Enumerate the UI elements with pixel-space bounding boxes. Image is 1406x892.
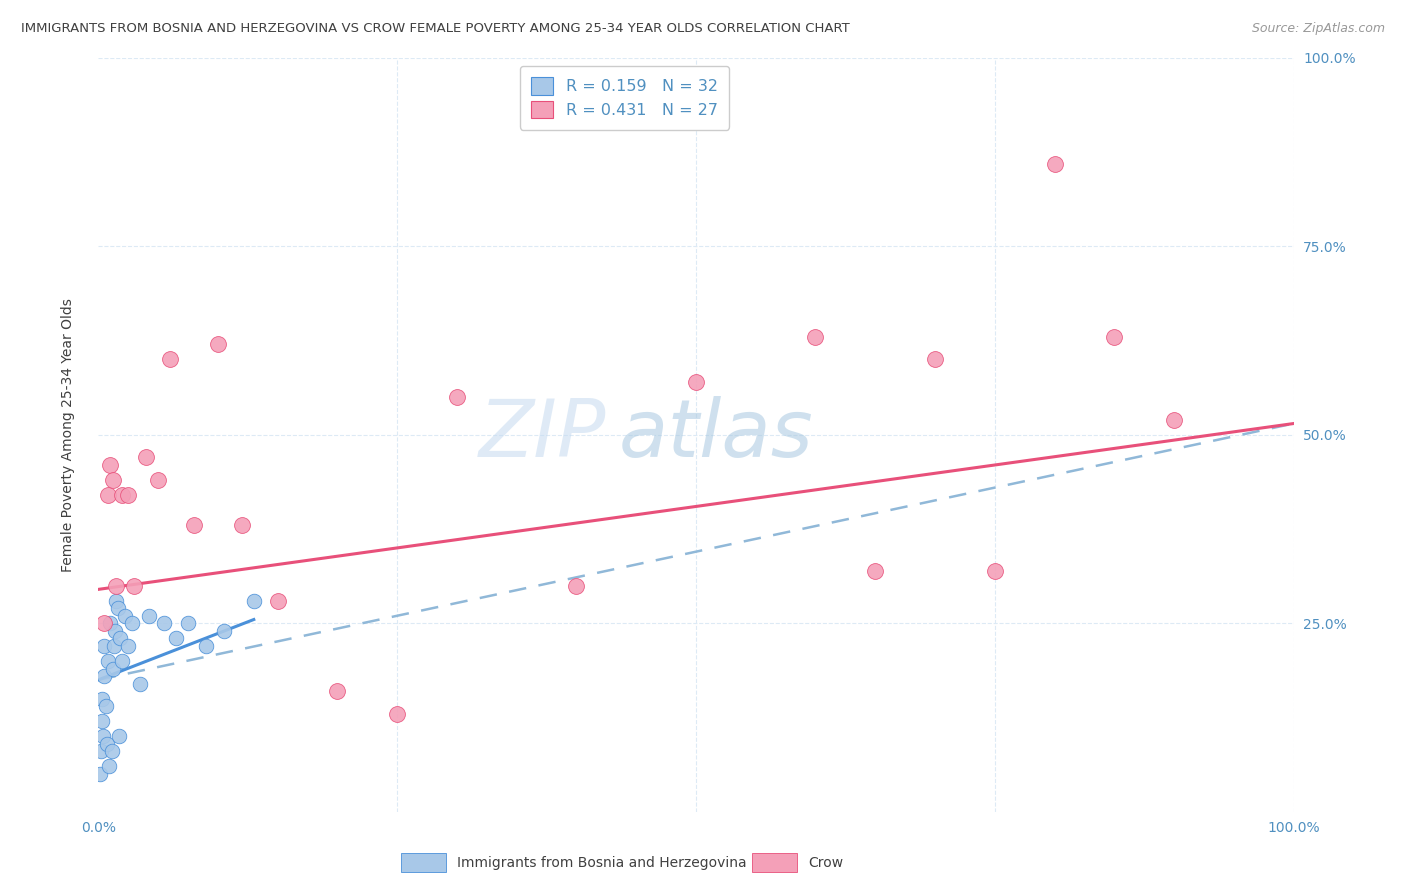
Text: atlas: atlas — [619, 396, 813, 474]
Point — [101, 661, 124, 675]
Point — [212, 624, 235, 638]
Point — [138, 608, 160, 623]
Point — [685, 375, 707, 389]
Point — [326, 684, 349, 698]
Legend: R = 0.159   N = 32, R = 0.431   N = 27: R = 0.159 N = 32, R = 0.431 N = 27 — [519, 66, 730, 129]
Y-axis label: Female Poverty Among 25-34 Year Olds: Female Poverty Among 25-34 Year Olds — [60, 298, 75, 572]
Text: Source: ZipAtlas.com: Source: ZipAtlas.com — [1251, 22, 1385, 36]
Point — [1102, 330, 1125, 344]
Point — [90, 744, 112, 758]
Point — [103, 639, 125, 653]
Point — [159, 352, 181, 367]
Point — [124, 579, 146, 593]
Point — [129, 676, 152, 690]
Point — [98, 616, 122, 631]
Point — [108, 632, 131, 646]
Point — [91, 730, 114, 744]
Point — [117, 639, 139, 653]
Point — [267, 593, 290, 607]
Point — [863, 564, 887, 578]
Point — [96, 737, 118, 751]
Point — [91, 714, 114, 729]
Point — [91, 691, 114, 706]
Point — [231, 518, 253, 533]
Point — [107, 601, 129, 615]
Point — [114, 608, 136, 623]
Point — [165, 632, 187, 646]
Point — [243, 593, 266, 607]
Point — [101, 473, 124, 487]
Point — [135, 450, 157, 465]
Point — [565, 579, 588, 593]
Point — [107, 730, 129, 744]
Point — [111, 654, 134, 668]
Point — [105, 593, 128, 607]
Point — [111, 488, 134, 502]
Point — [100, 744, 122, 758]
Point — [804, 330, 827, 344]
Point — [385, 706, 409, 721]
Point — [98, 759, 121, 773]
Point — [105, 579, 128, 593]
Point — [89, 767, 111, 781]
Point — [93, 639, 115, 653]
Point — [104, 624, 127, 638]
Point — [207, 337, 229, 351]
Text: Immigrants from Bosnia and Herzegovina: Immigrants from Bosnia and Herzegovina — [457, 855, 747, 870]
Point — [117, 488, 139, 502]
Point — [148, 473, 170, 487]
Point — [121, 616, 143, 631]
Point — [98, 458, 122, 472]
Point — [924, 352, 946, 367]
Text: ZIP: ZIP — [479, 396, 606, 474]
Point — [177, 616, 200, 631]
Text: Crow: Crow — [808, 855, 844, 870]
Point — [93, 669, 115, 683]
Point — [446, 390, 468, 404]
Point — [984, 564, 1007, 578]
Point — [1163, 413, 1185, 427]
Point — [153, 616, 176, 631]
Point — [194, 639, 218, 653]
Point — [93, 616, 115, 631]
Point — [97, 488, 120, 502]
Point — [1043, 156, 1066, 170]
Point — [183, 518, 205, 533]
Point — [94, 699, 117, 714]
Point — [97, 654, 120, 668]
Text: IMMIGRANTS FROM BOSNIA AND HERZEGOVINA VS CROW FEMALE POVERTY AMONG 25-34 YEAR O: IMMIGRANTS FROM BOSNIA AND HERZEGOVINA V… — [21, 22, 849, 36]
